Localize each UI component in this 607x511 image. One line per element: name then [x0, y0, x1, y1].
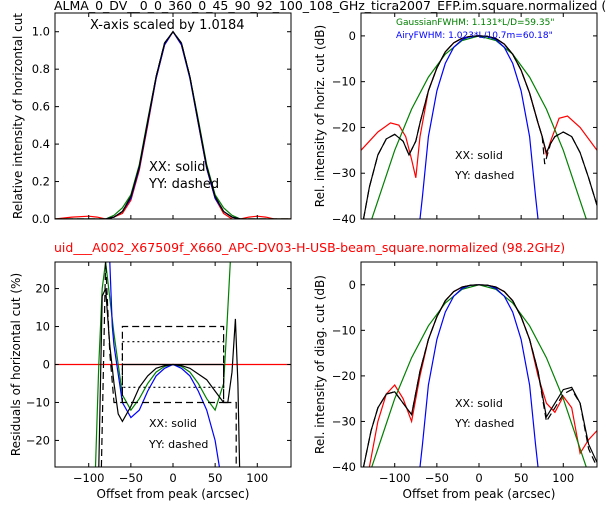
- annotation-yy: YY: dashed: [148, 177, 219, 192]
- series-line-2: [94, 262, 231, 467]
- series-line-5: [100, 262, 237, 467]
- y-tick-label: −10: [26, 395, 50, 409]
- series-group: [361, 35, 597, 219]
- x-tick-label: 0: [169, 471, 176, 485]
- y-tick-label: −20: [332, 369, 356, 383]
- series-group: [55, 30, 291, 219]
- y-tick-label: −30: [332, 414, 356, 428]
- x-axis-label: Offset from peak (arcsec): [403, 487, 556, 501]
- y-axis-label: Residuals of horizontal cut (%): [9, 273, 23, 456]
- annotation-xx: XX: solid: [455, 397, 503, 410]
- series-line-5: [55, 30, 291, 219]
- y-tick-label: 0: [43, 358, 50, 372]
- x-tick-label: −100: [73, 471, 105, 485]
- y-tick-label: 0.2: [32, 175, 50, 189]
- y-tick-label: −20: [26, 433, 50, 447]
- y-axis-label: Rel. intensity of diag. cut (dB): [313, 275, 327, 454]
- y-tick-label: −10: [332, 323, 356, 337]
- y-axis-label: Relative intensity of horizontal cut: [11, 13, 25, 219]
- x-tick-label: −100: [379, 471, 411, 485]
- series-group: [55, 262, 291, 467]
- x-tick-label: 100: [246, 471, 268, 485]
- y-tick-label: 0: [349, 29, 356, 43]
- y-tick-label: 10: [35, 320, 50, 334]
- x-tick-label: 50: [208, 471, 223, 485]
- annotation-yy: YY: dashed: [148, 438, 208, 451]
- y-tick-label: −40: [332, 212, 356, 226]
- y-tick-label: 0.0: [32, 212, 50, 226]
- y-tick-label: 20: [35, 282, 50, 296]
- y-tick-label: 0.6: [32, 100, 50, 114]
- x-tick-label: 50: [514, 471, 529, 485]
- x-tick-label: −50: [119, 471, 143, 485]
- series-line-3: [109, 262, 220, 467]
- annotation-xx: XX: solid: [149, 160, 206, 175]
- y-tick-label: −20: [332, 120, 356, 134]
- annotation-xx: XX: solid: [455, 149, 503, 162]
- legend-airy: AiryFWHM: 1.023*L/10.7m=60.18": [396, 31, 553, 41]
- annotation-yy: YY: dashed: [454, 417, 514, 430]
- y-tick-label: −40: [332, 460, 356, 474]
- y-tick-label: 0: [349, 278, 356, 292]
- legend-gaussian: GaussianFWHM: 1.131*L/D=59.35": [396, 18, 554, 28]
- y-tick-label: 0.4: [32, 137, 50, 151]
- x-tick-label: 100: [552, 471, 574, 485]
- chart-panels: 0.0 0.2 0.4 0.6 0.8 1.0 Relative intensity of …: [9, 12, 598, 501]
- y-axis-label: Rel. intensity of horiz. cut (dB): [313, 25, 327, 207]
- y-tick-label: −30: [332, 166, 356, 180]
- x-tick-label: −50: [425, 471, 449, 485]
- chart-top-left: 0.0 0.2 0.4 0.6 0.8 1.0 Relative intensity of …: [11, 12, 292, 226]
- y-tick-label: 0.8: [32, 62, 50, 76]
- series-line-6: [121, 341, 225, 388]
- y-tick-label: 1.0: [32, 25, 50, 39]
- x-axis-label: Offset from peak (arcsec): [97, 487, 250, 501]
- annotation-yy: YY: dashed: [454, 169, 514, 182]
- scale-note: X-axis scaled by 1.0184: [90, 18, 245, 33]
- figure-subtitle: uid___A002_X67509f_X660_APC-DV03-H-USB-b…: [54, 240, 565, 255]
- series-line-4: [362, 284, 597, 467]
- x-tick-label: 0: [475, 471, 482, 485]
- figure-title: ALMA_0_DV__0_0_360_0_45_90_92_100_108_GH…: [54, 0, 606, 13]
- series-group: [362, 284, 597, 467]
- chart-top-right: −40 −30 −20 −10 0 Rel. intensity of horiz. cu…: [313, 12, 598, 226]
- y-tick-label: −10: [332, 75, 356, 89]
- annotation-xx: XX: solid: [149, 417, 197, 430]
- series-line-5: [362, 35, 597, 219]
